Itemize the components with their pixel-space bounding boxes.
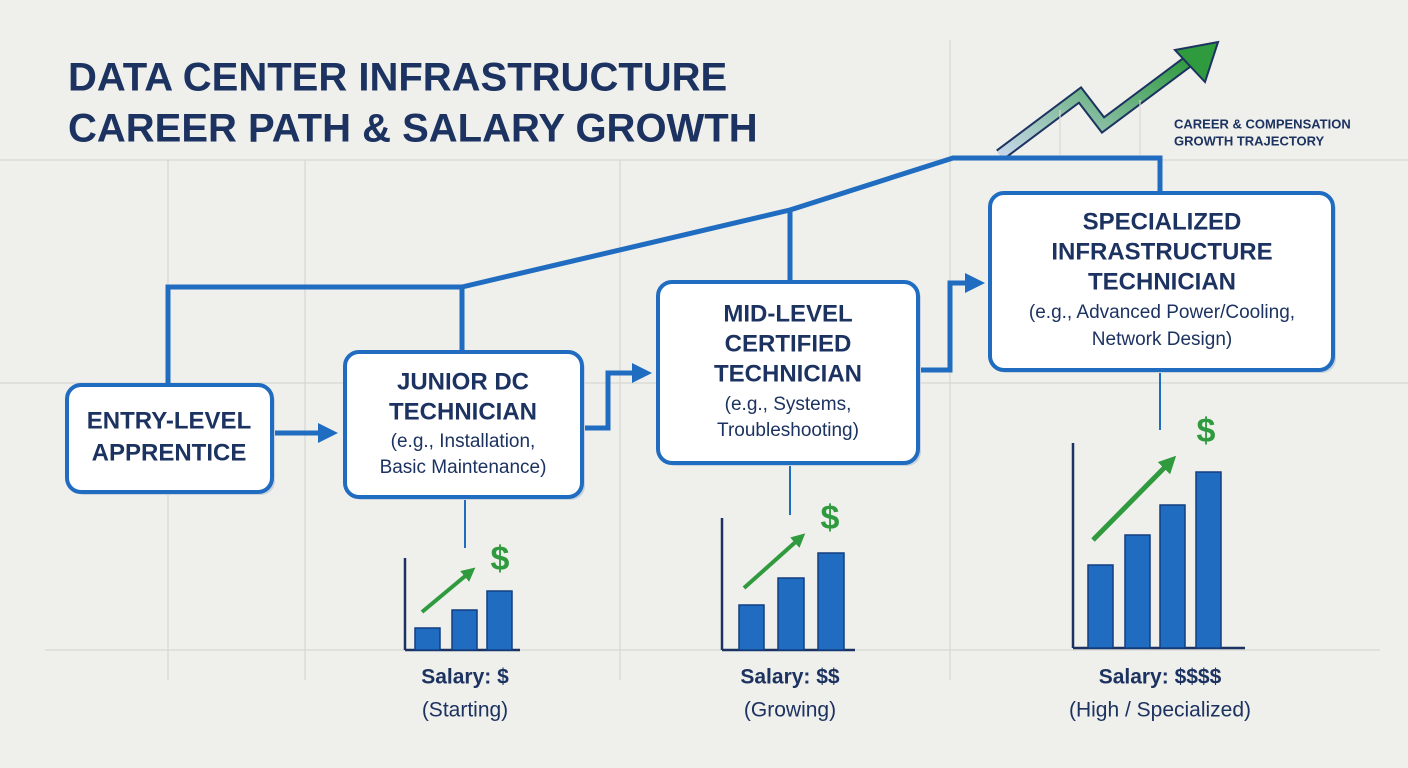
salary-label: Salary: $$$$ — [1099, 666, 1222, 689]
node-detail: Troubleshooting) — [717, 420, 859, 441]
node-label: TECHNICIAN — [1088, 268, 1236, 295]
node-detail: Network Design) — [1092, 329, 1232, 350]
node-label: TECHNICIAN — [714, 360, 862, 387]
salary-label: Salary: $ — [421, 666, 509, 689]
node-label: JUNIOR DC — [397, 368, 529, 395]
salary-icon — [403, 558, 520, 652]
salary-label: Salary: $$ — [740, 666, 840, 689]
salary-note: (High / Specialized) — [1069, 699, 1251, 722]
tag: CAREER & COMPENSATION — [1174, 116, 1351, 131]
dollar-sign: $ — [821, 499, 840, 537]
salary-note: (Starting) — [422, 699, 508, 722]
salary-icon — [1071, 443, 1245, 650]
dollar-sign: $ — [491, 540, 510, 578]
node-detail: (e.g., Advanced Power/Cooling, — [1029, 302, 1295, 323]
node-label: APPRENTICE — [92, 439, 247, 466]
node-detail: (e.g., Systems, — [725, 394, 852, 415]
node-label: CERTIFIED — [725, 330, 852, 357]
salary-note: (Growing) — [744, 699, 836, 722]
node-label: INFRASTRUCTURE — [1051, 238, 1272, 265]
connectors — [165, 155, 1163, 548]
boxes — [65, 191, 1336, 500]
dollar-sign: $ — [1197, 412, 1216, 450]
title: CAREER PATH & SALARY GROWTH — [68, 107, 758, 151]
node-label: SPECIALIZED — [1083, 208, 1242, 235]
node-label: ENTRY-LEVEL — [87, 407, 251, 434]
node-detail: Basic Maintenance) — [380, 457, 547, 478]
node-label: MID-LEVEL — [723, 300, 852, 327]
title: DATA CENTER INFRASTRUCTURE — [68, 56, 727, 100]
node-detail: (e.g., Installation, — [391, 431, 536, 452]
salary-icon — [720, 518, 855, 652]
trend-arrow — [996, 40, 1220, 161]
node-label: TECHNICIAN — [389, 398, 537, 425]
tag: GROWTH TRAJECTORY — [1174, 133, 1325, 148]
